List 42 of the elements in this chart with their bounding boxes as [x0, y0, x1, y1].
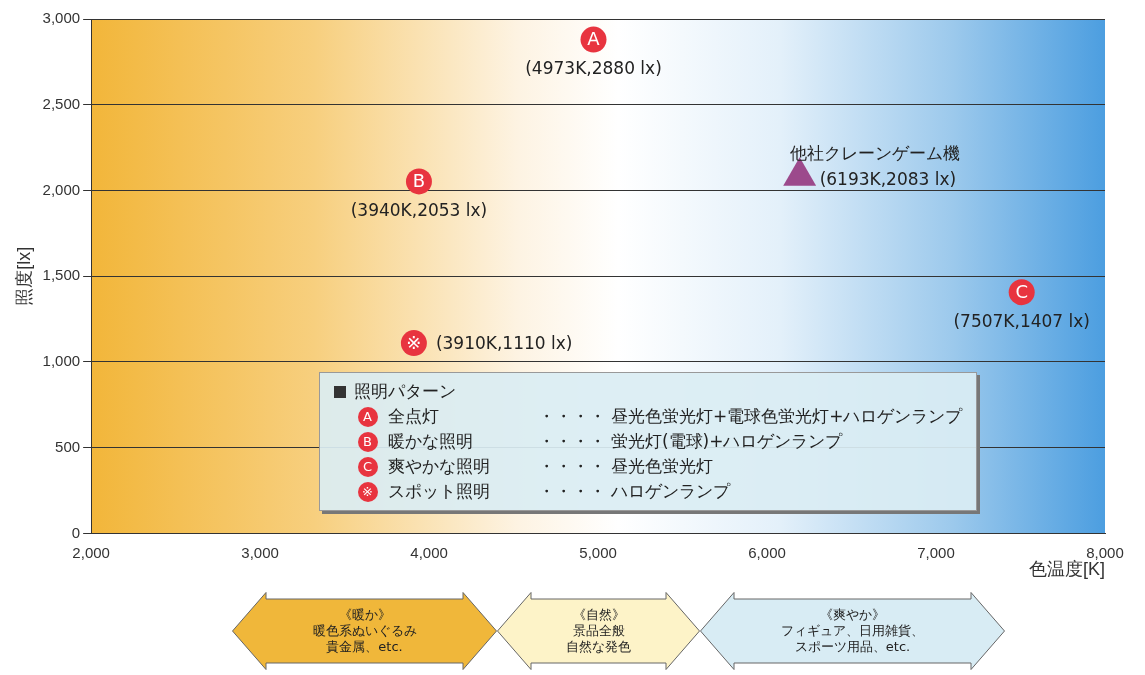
double-arrow: 《爽やか》 フィギュア、日用雑貨、 スポーツ用品、etc.	[700, 592, 1005, 670]
legend-label: 爽やかな照明	[387, 455, 491, 479]
y-tick-label: 3,000	[42, 9, 81, 27]
annotation: ※	[406, 331, 422, 353]
x-tick-label: 7,000	[917, 543, 955, 561]
y-axis-title: 照度[lx]	[13, 246, 34, 306]
legend-label: スポット照明	[387, 480, 491, 504]
y-tick-label: 2,000	[42, 180, 81, 198]
text: ※	[362, 484, 374, 500]
double-arrow: 《暖か》 暖色系ぬいぐるみ 貴金属、etc.	[232, 592, 497, 670]
data-label: (3910K,1110 lx)	[435, 333, 573, 354]
annotation: A	[587, 28, 601, 50]
text: A	[363, 409, 373, 425]
x-tick-label: 5,000	[579, 543, 617, 561]
annotation: C	[1015, 280, 1028, 302]
y-tick-label: 2,500	[42, 94, 81, 112]
data-label: (4973K,2880 lx)	[525, 58, 662, 78]
x-tick-label: 8,000	[1086, 543, 1124, 561]
text: C	[363, 459, 373, 475]
data-label: (3940K,2053 lx)	[350, 199, 488, 220]
text: B	[363, 434, 373, 450]
x-tick-label: 4,000	[410, 543, 448, 561]
series-label: 他社クレーンゲーム機	[789, 142, 960, 163]
x-tick-label: 2,000	[72, 543, 110, 561]
legend-label: 暖かな照明	[387, 430, 474, 454]
data-label: (7507K,1407 lx)	[953, 310, 1090, 331]
annotation: B	[412, 170, 426, 192]
y-tick-label: 500	[55, 437, 81, 455]
y-tick-label: 0	[71, 523, 81, 541]
data-label: (6193K,2083 lx)	[819, 168, 957, 189]
legend-title: 照明パターン	[353, 380, 456, 404]
annotation: ・・・・ 昼光色蛍光灯	[537, 455, 713, 479]
y-tick-label: 1,000	[42, 352, 81, 370]
annotation: ・・・・ 蛍光灯(電球)+ハロゲンランプ	[537, 430, 843, 454]
annotation: ・・・・ 昼光色蛍光灯+電球色蛍光灯+ハロゲンランプ	[537, 405, 963, 429]
x-tick-label: 6,000	[748, 543, 786, 561]
y-tick-label: 1,500	[42, 266, 81, 284]
x-axis-title: 色温度[K]	[1028, 559, 1105, 580]
double-arrow: 《自然》 景品全般 自然な発色	[497, 592, 700, 670]
x-tick-label: 3,000	[241, 543, 279, 561]
legend-label: 全点灯	[387, 405, 440, 429]
annotation: ・・・・ ハロゲンランプ	[537, 480, 730, 504]
